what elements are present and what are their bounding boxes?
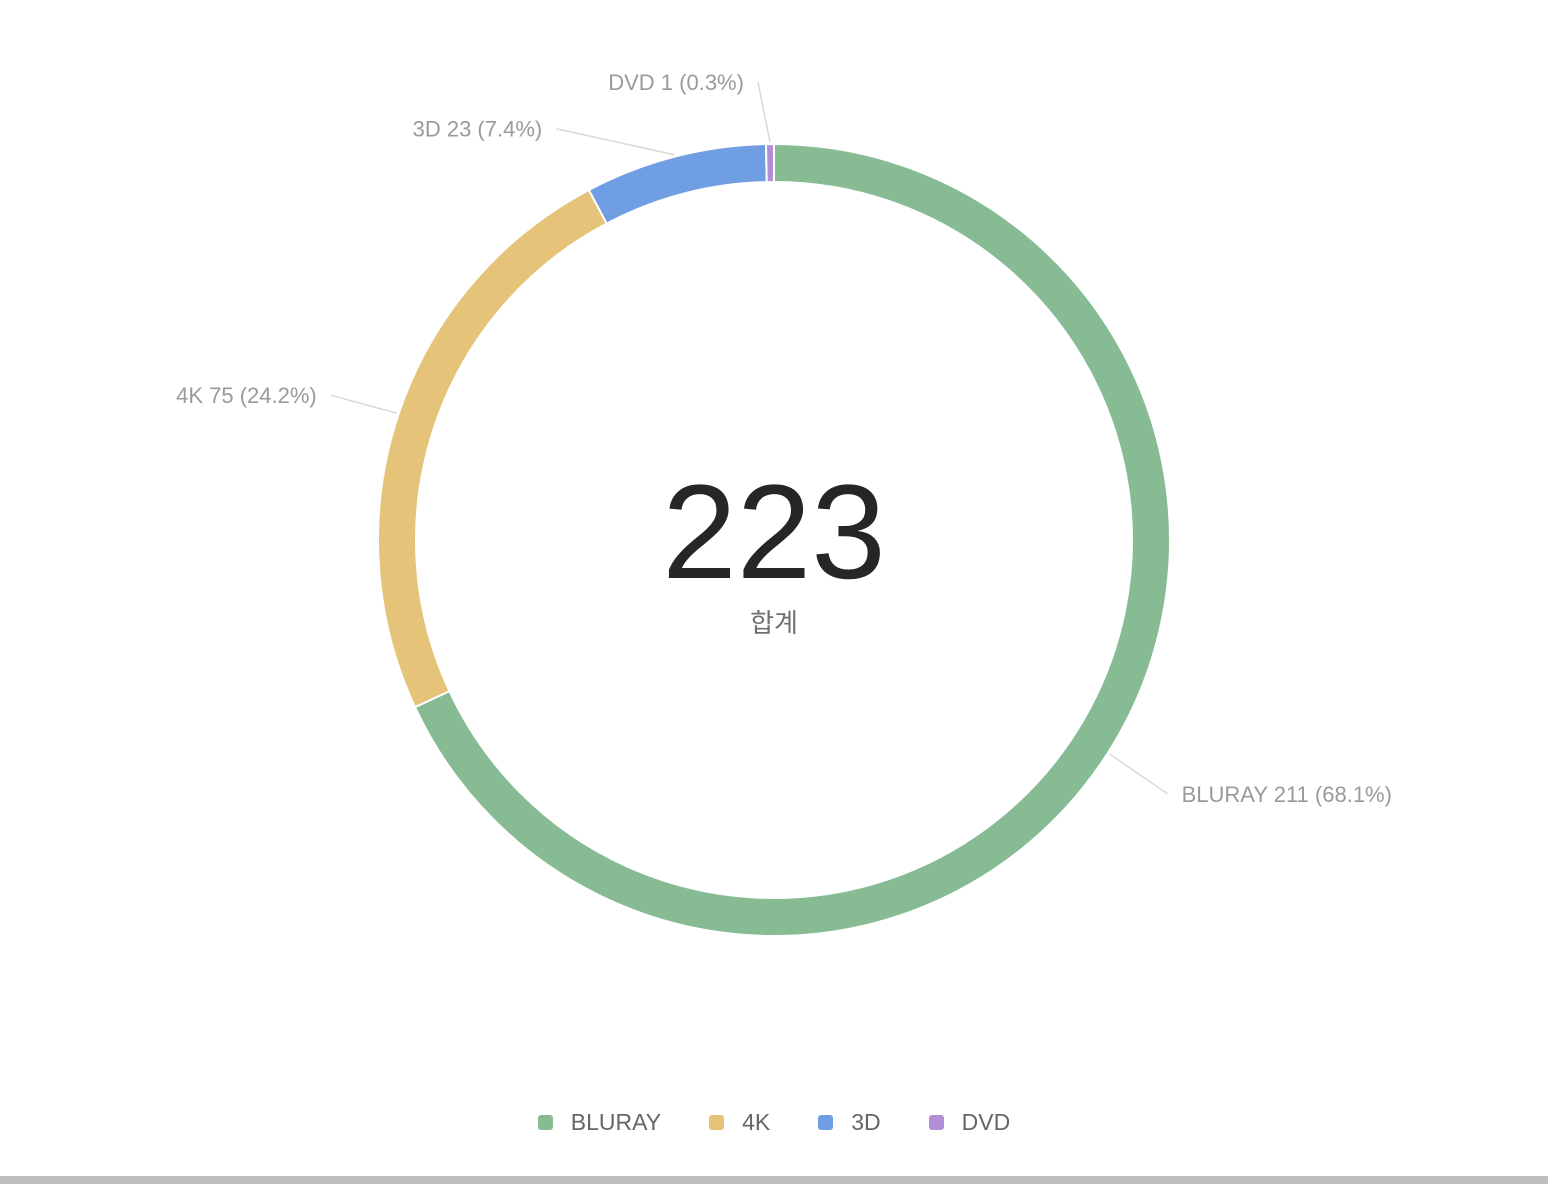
bottom-divider <box>0 1176 1548 1184</box>
slice-label-group: BLURAY 211 (68.1%) 4K 75 (24.2%) 3D 23 (7.… <box>176 70 1392 807</box>
donut-slice-3d[interactable] <box>587 143 768 225</box>
leader-line-4k <box>330 394 397 414</box>
leader-line-3d <box>556 127 675 156</box>
legend-swatch-bluray <box>537 1114 553 1130</box>
center-total-caption: 합계 <box>750 609 798 639</box>
legend-swatch-4k <box>709 1114 725 1130</box>
legend-swatch-dvd <box>928 1114 944 1130</box>
legend-label-3d: 3D <box>851 1108 881 1135</box>
donut-slice-dvd[interactable] <box>764 142 775 184</box>
center-total-value: 223 <box>662 458 886 607</box>
donut-slice-4k[interactable] <box>377 188 608 709</box>
chart-legend: BLURAY 4K 3D DVD <box>0 1104 1548 1140</box>
slice-group <box>377 142 1171 937</box>
legend-item-3d[interactable]: 3D <box>818 1104 881 1140</box>
leader-line-group <box>330 81 1169 795</box>
slice-label-4k: 4K 75 (24.2%) <box>176 383 317 408</box>
slice-label-dvd: DVD 1 (0.3%) <box>608 70 744 95</box>
legend-label-4k: 4K <box>742 1108 771 1135</box>
legend-label-bluray: BLURAY <box>570 1108 662 1135</box>
leader-line-bluray <box>1109 753 1169 795</box>
legend-swatch-3d <box>818 1114 834 1130</box>
legend-item-4k[interactable]: 4K <box>709 1104 770 1140</box>
legend-item-bluray[interactable]: BLURAY <box>537 1104 662 1140</box>
legend-label-dvd: DVD <box>961 1108 1011 1135</box>
legend-item-dvd[interactable]: DVD <box>928 1104 1011 1140</box>
slice-label-3d: 3D 23 (7.4%) <box>413 117 543 142</box>
leader-line-dvd <box>757 81 771 143</box>
slice-label-bluray: BLURAY 211 (68.1%) <box>1182 782 1392 807</box>
donut-slice-bluray[interactable] <box>413 142 1171 937</box>
